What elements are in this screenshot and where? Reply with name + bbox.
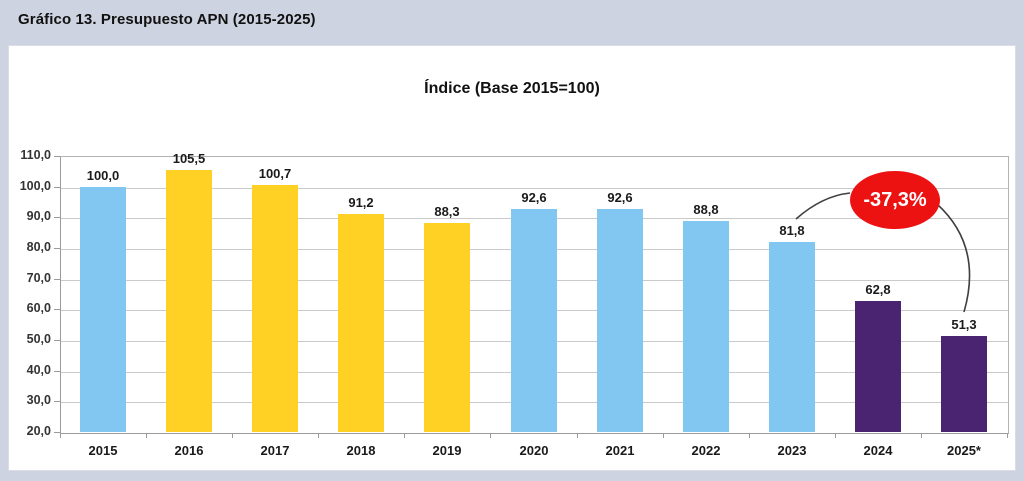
y-tick-label: 90,0 bbox=[26, 209, 51, 224]
bar-value-label: 92,6 bbox=[607, 190, 633, 205]
x-axis-tick bbox=[920, 433, 922, 438]
x-tick-label: 2015 bbox=[88, 443, 118, 458]
x-axis-tick bbox=[404, 433, 406, 438]
y-tick-label: 20,0 bbox=[26, 424, 51, 438]
x-axis-tick bbox=[662, 433, 664, 438]
x-axis-tick bbox=[834, 433, 836, 438]
x-axis-tick bbox=[1007, 433, 1008, 438]
y-tick-label: 100,0 bbox=[19, 178, 51, 193]
x-axis-tick bbox=[576, 433, 578, 438]
bar-value-label: 92,6 bbox=[521, 190, 547, 205]
gridline bbox=[61, 187, 1008, 189]
y-axis-tick bbox=[54, 401, 60, 403]
y-axis-tick bbox=[54, 278, 60, 280]
y-tick-label: 110,0 bbox=[20, 148, 51, 162]
bar-value-label: 91,2 bbox=[348, 195, 374, 210]
y-tick-label: 60,0 bbox=[26, 301, 51, 316]
x-axis-tick bbox=[318, 433, 320, 438]
y-axis-tick bbox=[54, 217, 60, 219]
bar-2022 bbox=[683, 221, 729, 432]
y-tick-label: 30,0 bbox=[26, 393, 51, 408]
x-tick-label: 2018 bbox=[346, 443, 376, 458]
x-tick-label: 2019 bbox=[432, 443, 462, 458]
bar-value-label: 88,8 bbox=[693, 202, 719, 217]
y-axis-tick bbox=[54, 340, 60, 341]
y-tick-label: 50,0 bbox=[26, 332, 51, 346]
bar-value-label: 100,0 bbox=[86, 168, 120, 183]
x-tick-label: 2016 bbox=[174, 443, 204, 458]
annotation-label: -37,3% bbox=[863, 188, 927, 211]
x-tick-label: 2020 bbox=[519, 443, 549, 458]
x-axis-tick bbox=[748, 433, 750, 438]
y-tick-label: 80,0 bbox=[26, 240, 51, 254]
page-title: Gráfico 13. Presupuesto APN (2015-2025) bbox=[18, 11, 316, 28]
annotation-ellipse: -37,3% bbox=[850, 171, 940, 229]
chart-card: Índice (Base 2015=100) 20,0 30,0 40,0 50,0 6… bbox=[8, 45, 1016, 471]
bar-2020 bbox=[511, 209, 557, 432]
bar-2025 bbox=[941, 336, 987, 432]
x-tick-label: 2024 bbox=[863, 443, 893, 458]
bar-2017 bbox=[252, 185, 298, 432]
y-axis-tick bbox=[54, 186, 60, 188]
bar-value-label: 81,8 bbox=[779, 223, 805, 238]
y-tick-label: 40,0 bbox=[26, 362, 51, 377]
bar-value-label: 100,7 bbox=[258, 166, 292, 181]
bar-value-label: 51,3 bbox=[951, 317, 977, 332]
y-tick-label: 70,0 bbox=[26, 270, 51, 285]
bar-2023 bbox=[769, 242, 815, 432]
x-tick-label: 2023 bbox=[777, 443, 807, 458]
y-axis-tick bbox=[54, 248, 60, 249]
chart-title: Índice (Base 2015=100) bbox=[424, 80, 600, 97]
bar-value-label: 105,5 bbox=[172, 151, 206, 166]
bar-2021 bbox=[597, 209, 643, 432]
bar-2016 bbox=[166, 170, 212, 432]
x-axis-tick bbox=[490, 433, 492, 438]
bar-2015 bbox=[80, 187, 126, 432]
x-tick-label: 2022 bbox=[691, 443, 721, 458]
x-axis-tick bbox=[146, 433, 148, 438]
y-axis-tick bbox=[54, 156, 60, 157]
y-axis-tick bbox=[54, 309, 60, 311]
x-axis-tick bbox=[60, 433, 61, 438]
bar-2018 bbox=[338, 214, 384, 432]
x-tick-label: 2021 bbox=[605, 443, 635, 458]
bar-value-label: 88,3 bbox=[434, 204, 460, 219]
bar-2024 bbox=[855, 301, 901, 432]
y-axis-tick bbox=[54, 370, 60, 372]
x-tick-label: 2017 bbox=[260, 443, 290, 458]
bar-2019 bbox=[424, 223, 470, 432]
bar-value-label: 62,8 bbox=[865, 282, 891, 297]
x-tick-label: 2025* bbox=[947, 443, 981, 458]
x-axis-tick bbox=[232, 433, 234, 438]
y-axis-tick bbox=[54, 432, 60, 433]
